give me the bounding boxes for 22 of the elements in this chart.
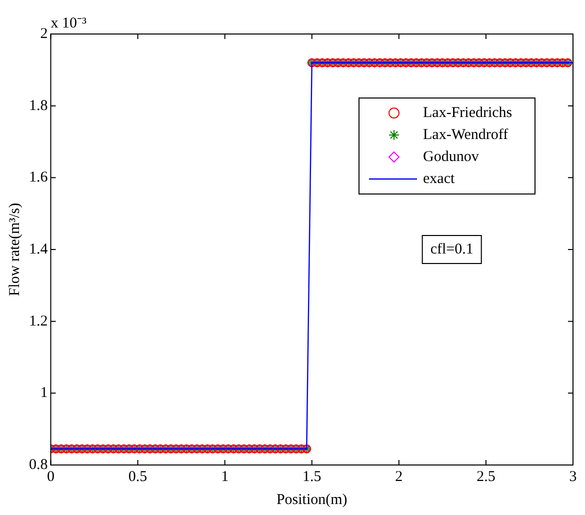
legend-label: exact (423, 170, 456, 187)
x-tick-label: 1.5 (302, 468, 322, 485)
legend-label: Godunov (423, 148, 480, 165)
x-tick-label: 0.5 (128, 468, 148, 485)
y-tick-label: 0.8 (29, 456, 48, 473)
annotation: cfl=0.1 (430, 241, 474, 258)
x-tick-label: 3 (569, 468, 577, 485)
y-tick-label: 1.2 (29, 313, 48, 330)
y-axis-title: Flow rate(m³/s) (6, 202, 23, 296)
x-tick-label: 1 (221, 468, 229, 485)
legend-label: Lax-Wendroff (423, 126, 508, 143)
x-axis-title: Position(m) (276, 492, 348, 508)
y-tick-label: 1.4 (29, 241, 48, 258)
x-tick-label: 2.5 (476, 468, 496, 485)
x-tick-label: 2 (395, 468, 403, 485)
y-tick-label: 1 (40, 385, 48, 402)
text: x 10⁻³ (50, 15, 87, 32)
y-tick-label: 1.6 (29, 170, 48, 186)
y-tick-label: 1.8 (29, 98, 48, 114)
x-tick-label: 0 (47, 468, 54, 485)
legend-label: Lax-Friedrichs (423, 104, 512, 121)
y-tick-label: 2 (40, 26, 48, 42)
